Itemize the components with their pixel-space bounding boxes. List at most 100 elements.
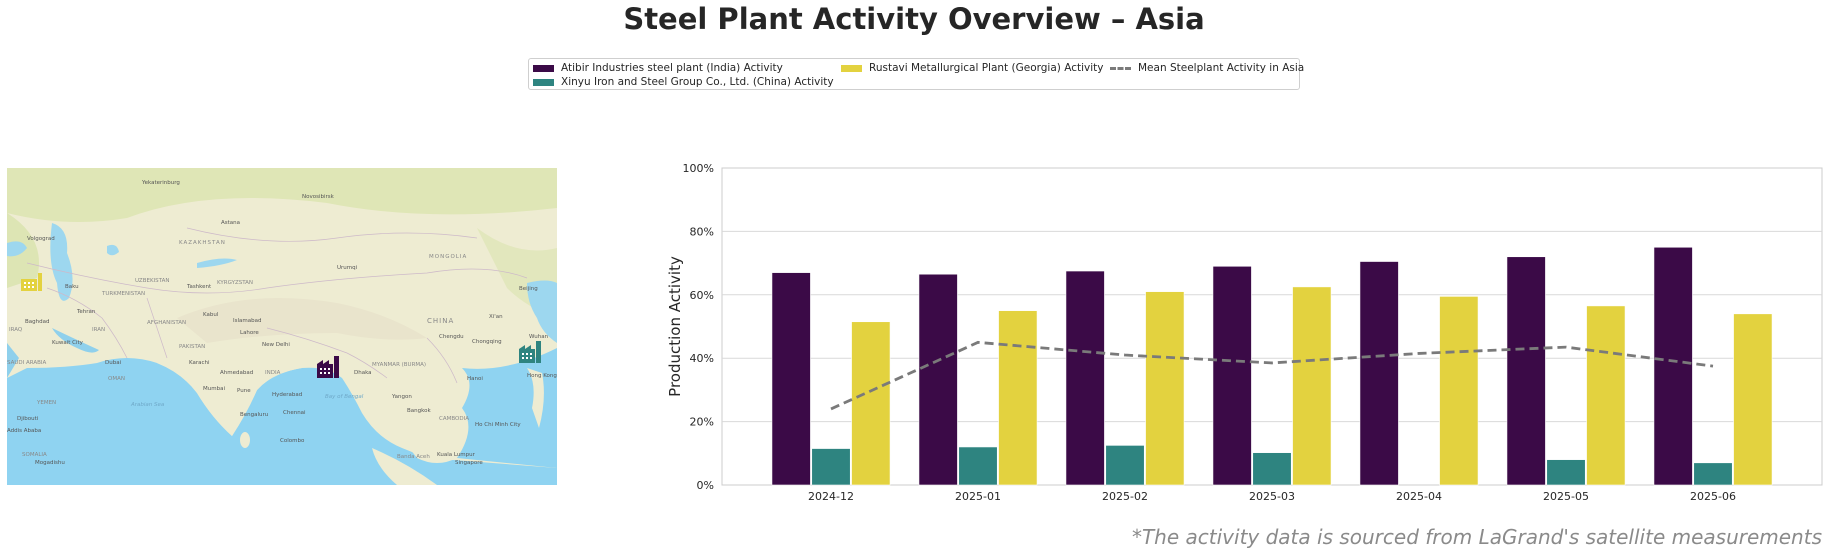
- bar-india-2025-04: [1359, 261, 1399, 486]
- map-label-chennai: Chennai: [283, 410, 306, 416]
- map-label-mumbai: Mumbai: [203, 386, 225, 392]
- map-label-kuwait: Kuwait City: [52, 340, 84, 346]
- factory-icon-georgia: [21, 273, 42, 291]
- x-tick-label: 2025-05: [1543, 490, 1589, 503]
- bar-india-2025-03: [1212, 265, 1252, 486]
- map-label-djibouti: Djibouti: [17, 416, 39, 422]
- map-label-newdelhi: New Delhi: [262, 342, 290, 348]
- map-label-afghanistan: AFGHANISTAN: [147, 320, 186, 326]
- bar-georgia-2025-03: [1292, 286, 1332, 486]
- y-tick-label: 40%: [690, 352, 714, 365]
- y-tick-label: 20%: [690, 416, 714, 429]
- legend-label-china: Xinyu Iron and Steel Group Co., Ltd. (Ch…: [561, 76, 834, 88]
- legend-label-georgia: Rustavi Metallurgical Plant (Georgia) Ac…: [869, 62, 1104, 74]
- bar-georgia-2025-04: [1439, 296, 1479, 486]
- map-label-bayofbengal: Bay of Bengal: [325, 394, 364, 400]
- map-label-kyrgyzstan: KYRGYZSTAN: [217, 280, 253, 286]
- x-tick-label: 2025-04: [1396, 490, 1442, 503]
- map-label-yemen: YEMEN: [36, 400, 56, 406]
- map-label-singapore: Singapore: [455, 460, 483, 466]
- map-label-mogadishu: Mogadishu: [35, 460, 65, 466]
- bar-china-2025-02: [1105, 445, 1145, 486]
- legend: Atibir Industries steel plant (India) Ac…: [528, 58, 1304, 90]
- map-label-arabiansea: Arabian Sea: [130, 402, 165, 408]
- x-tick-label: 2025-02: [1102, 490, 1148, 503]
- map-label-bengaluru: Bengaluru: [240, 412, 268, 418]
- map-label-astana: Astana: [221, 220, 240, 226]
- map-label-hanoi: Hanoi: [467, 376, 483, 382]
- map-label-urumqi: Urumqi: [337, 265, 358, 271]
- map-label-india: INDIA: [265, 370, 281, 376]
- map-label-kualalumpur: Kuala Lumpur: [437, 452, 476, 458]
- map-label-yekaterinburg: Yekaterinburg: [141, 180, 180, 186]
- map-label-myanmar: MYANMAR (BURMA): [372, 362, 426, 368]
- y-tick-label: 80%: [690, 225, 714, 238]
- y-axis-label: Production Activity: [666, 256, 684, 397]
- bar-georgia-2024-12: [851, 321, 891, 486]
- x-tick-label: 2024-12: [808, 490, 854, 503]
- map-label-bangkok: Bangkok: [407, 408, 431, 414]
- bar-china-2025-01: [958, 446, 998, 486]
- map-label-turkmenistan: TURKMENISTAN: [101, 291, 145, 297]
- map-label-lahore: Lahore: [240, 330, 259, 336]
- legend-swatch-china: [533, 78, 554, 86]
- map-label-somalia: SOMALIA: [22, 452, 47, 458]
- map-label-baku: Baku: [65, 284, 79, 290]
- map-label-xian: Xi'an: [489, 314, 503, 320]
- map-label-hochiminh: Ho Chi Minh City: [475, 422, 521, 428]
- bar-china-2024-12: [811, 448, 851, 486]
- map-label-ahmedabad: Ahmedabad: [220, 370, 253, 376]
- bar-india-2024-12: [771, 272, 811, 486]
- map-label-yangon: Yangon: [391, 394, 412, 400]
- x-tick-label: 2025-01: [955, 490, 1001, 503]
- map-label-chengdu: Chengdu: [439, 334, 464, 340]
- map-label-dhaka: Dhaka: [354, 370, 372, 376]
- map-label-bandaraceh: Banda Aceh: [397, 454, 430, 460]
- map-label-colombo: Colombo: [280, 438, 305, 444]
- map-label-mongolia: MONGOLIA: [429, 254, 467, 260]
- map-label-oman: OMAN: [108, 376, 125, 382]
- map-label-pune: Pune: [237, 388, 251, 394]
- x-tick-label: 2025-03: [1249, 490, 1295, 503]
- legend-line-mean: [1110, 66, 1131, 70]
- map-label-volgograd: Volgograd: [27, 236, 55, 242]
- bar-china-2025-06: [1693, 462, 1733, 486]
- legend-item-mean: Mean Steelplant Activity in Asia: [1110, 62, 1304, 74]
- legend-item-india: Atibir Industries steel plant (India) Ac…: [533, 62, 783, 74]
- map-label-islamabad: Islamabad: [233, 318, 261, 324]
- bar-china-2025-05: [1546, 459, 1586, 486]
- map-label-chongqing: Chongqing: [472, 339, 502, 345]
- x-tick-label: 2025-06: [1690, 490, 1736, 503]
- map-label-kazakhstan: KAZAKHSTAN: [179, 240, 226, 246]
- map-label-uzbekistan: UZBEKISTAN: [135, 278, 169, 284]
- legend-label-india: Atibir Industries steel plant (India) Ac…: [561, 62, 783, 74]
- map-label-hyderabad: Hyderabad: [272, 392, 302, 398]
- map-label-iraq: IRAQ: [9, 327, 23, 333]
- map-label-saudi: SAUDI ARABIA: [7, 360, 47, 366]
- map-label-dubai: Dubai: [105, 360, 122, 366]
- factory-icon-china: [519, 341, 541, 363]
- legend-item-china: Xinyu Iron and Steel Group Co., Ltd. (Ch…: [533, 76, 834, 88]
- map-label-kabul: Kabul: [203, 312, 219, 318]
- bar-georgia-2025-01: [998, 310, 1038, 486]
- legend-label-mean: Mean Steelplant Activity in Asia: [1138, 62, 1305, 74]
- map-label-tashkent: Tashkent: [186, 284, 212, 290]
- bar-georgia-2025-06: [1733, 313, 1773, 486]
- map-label-cambodia: CAMBODIA: [439, 416, 469, 422]
- mean-activity-line: [830, 340, 1714, 411]
- map-label-novosibirsk: Novosibirsk: [302, 194, 335, 200]
- map-label-wuhan: Wuhan: [529, 334, 549, 340]
- y-tick-label: 60%: [690, 289, 714, 302]
- bar-china-2025-03: [1252, 452, 1292, 486]
- map-label-beijing: Beijing: [519, 286, 538, 292]
- legend-swatch-india: [533, 64, 554, 72]
- map-label-tehran: Tehran: [76, 309, 96, 315]
- bar-india-2025-01: [918, 273, 958, 486]
- factory-icon-india: [317, 356, 339, 378]
- legend-swatch-georgia: [841, 64, 862, 72]
- bar-georgia-2025-05: [1586, 305, 1626, 486]
- map-label-baghdad: Baghdad: [25, 319, 49, 325]
- bar-india-2025-02: [1065, 270, 1105, 486]
- asia-map: Yekaterinburg Novosibirsk Volgograd Asta…: [7, 168, 557, 485]
